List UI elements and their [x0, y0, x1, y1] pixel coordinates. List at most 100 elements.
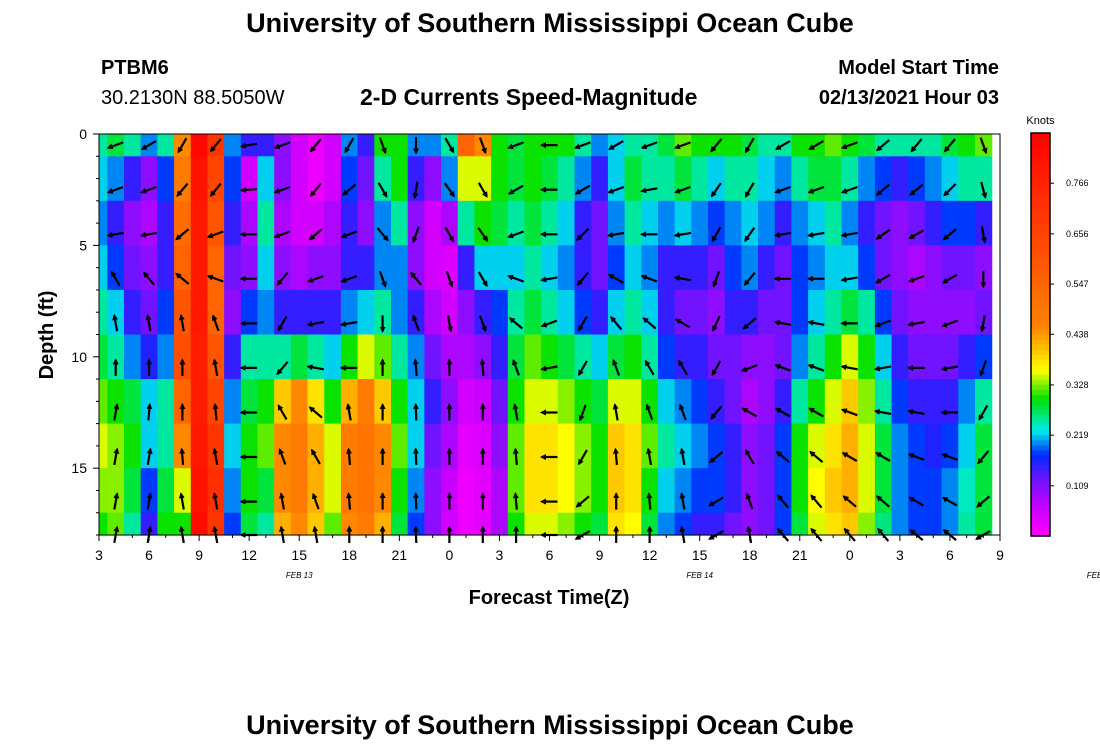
heatmap-cell [641, 156, 659, 202]
current-arrow [710, 405, 723, 420]
heatmap-cell [641, 334, 659, 380]
current-arrow [943, 138, 956, 153]
heatmap-cell [791, 334, 809, 380]
heatmap-cell [574, 156, 592, 202]
colorbar-segment [1031, 163, 1050, 169]
heatmap-cell [557, 423, 576, 469]
heatmap-cell [791, 512, 809, 536]
current-arrow [809, 450, 824, 464]
colorbar-segment [1031, 460, 1050, 467]
heatmap-cell [457, 200, 476, 246]
current-arrow [607, 273, 624, 284]
colorbar-segment [1031, 485, 1050, 492]
heatmap-cell [124, 512, 142, 536]
current-arrow [774, 363, 791, 372]
heatmap-cell [390, 134, 409, 157]
heatmap-cell [124, 334, 142, 380]
heatmap-cell [791, 289, 809, 336]
heatmap-cell [924, 379, 943, 425]
current-arrow [577, 315, 588, 332]
current-arrow [674, 318, 691, 329]
current-arrow [378, 270, 387, 288]
colorbar-segment [1031, 405, 1050, 411]
heatmap-cell [691, 423, 709, 469]
heatmap-cell [591, 379, 609, 425]
heatmap-cell [107, 423, 125, 469]
colorbar-segment [1031, 198, 1050, 205]
current-arrow [176, 182, 189, 197]
heatmap-cell [407, 200, 425, 246]
heatmap-cell [307, 512, 325, 536]
heatmap-cell [624, 334, 642, 380]
heatmap-cell [657, 156, 676, 202]
current-arrow [679, 492, 686, 510]
current-arrow [979, 315, 986, 333]
current-arrow [640, 187, 658, 194]
heatmap-cell [808, 156, 826, 202]
heatmap-cell [174, 156, 192, 202]
heatmap-cell [574, 289, 592, 336]
current-arrow [273, 141, 291, 150]
heatmap-cell [257, 289, 275, 336]
heatmap-cell [524, 334, 542, 380]
heatmap-cell [691, 379, 709, 425]
heatmap-cell [557, 468, 576, 514]
heatmap-cell [574, 245, 592, 291]
model-start-value: 02/13/2021 Hour 03 [818, 87, 999, 109]
x-axis-title: Forecast Time(Z) [469, 587, 630, 609]
current-arrow [212, 358, 219, 376]
current-arrow [142, 271, 156, 286]
current-arrow [841, 452, 858, 462]
current-arrow [941, 273, 958, 284]
x-tick-label: 18 [742, 547, 758, 563]
current-arrow [110, 270, 121, 287]
colorbar-segment [1031, 233, 1050, 240]
heatmap-cell [657, 512, 676, 536]
heatmap-cell [891, 423, 909, 469]
heatmap-cell [207, 156, 225, 202]
heatmap-cell [190, 200, 209, 246]
model-start-label: Model Start Time [838, 57, 999, 79]
heatmap-cell [407, 245, 425, 291]
heatmap-cell [774, 289, 793, 336]
heatmap-cell [140, 379, 158, 425]
heatmap-cell [290, 200, 309, 246]
heatmap-cell [190, 134, 209, 157]
heatmap-cell [874, 245, 893, 291]
current-arrow [908, 229, 925, 240]
current-arrow [576, 271, 589, 287]
heatmap-cell [124, 200, 142, 246]
heatmap-cell [390, 245, 409, 291]
current-arrow [873, 365, 892, 372]
heatmap-cell [174, 423, 192, 469]
heatmap-cell [958, 423, 976, 469]
heatmap-cell [557, 512, 576, 536]
heatmap-cell [758, 379, 776, 425]
colorbar-segment [1031, 384, 1050, 391]
current-arrow [409, 271, 423, 286]
heatmap-cell [257, 468, 275, 514]
current-arrow [306, 275, 324, 283]
heatmap-cell [874, 379, 893, 425]
colorbar-segment [1031, 203, 1050, 210]
colorbar-segment [1031, 369, 1050, 376]
heatmap-cell [791, 423, 809, 469]
current-arrow [512, 403, 519, 421]
heatmap-cell [624, 156, 642, 202]
heatmap-cell [657, 289, 676, 336]
heatmap-cell [157, 289, 175, 336]
current-arrow [907, 320, 925, 327]
heatmap-cell [808, 245, 826, 291]
current-arrow [979, 360, 988, 377]
current-arrow [412, 358, 419, 376]
heatmap-cell [624, 379, 642, 425]
heatmap-cell [758, 468, 776, 514]
heatmap-cell [441, 200, 459, 246]
colorbar-tick-label: 0.328 [1066, 380, 1089, 390]
current-arrow [179, 447, 186, 466]
heatmap-cell [340, 512, 359, 536]
heatmap-cell [858, 468, 876, 514]
heatmap-cell [541, 423, 559, 469]
current-arrow [708, 496, 724, 507]
current-arrow [507, 274, 524, 283]
